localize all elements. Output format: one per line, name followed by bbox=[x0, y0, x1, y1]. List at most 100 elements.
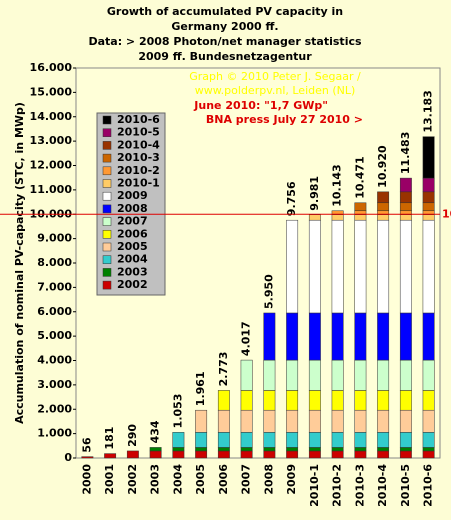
bar-segment bbox=[217, 447, 230, 452]
y-tick-label: 8.000 bbox=[37, 256, 72, 269]
bar-segment bbox=[354, 359, 367, 391]
x-tick-label: 2001 bbox=[103, 464, 116, 495]
bar-segment bbox=[240, 390, 253, 411]
bar-segment bbox=[263, 390, 276, 411]
legend-swatch bbox=[102, 191, 112, 201]
bar-segment bbox=[308, 409, 321, 433]
bar-segment bbox=[308, 312, 321, 361]
x-tick-label: 2003 bbox=[149, 464, 162, 495]
y-tick-label: 0 bbox=[64, 451, 72, 464]
bar-segment bbox=[195, 432, 208, 448]
x-tick-label: 2009 bbox=[285, 464, 298, 495]
y-tick-label: 9.000 bbox=[37, 232, 72, 245]
x-tick-label: 2008 bbox=[262, 464, 275, 495]
bar-segment bbox=[240, 432, 253, 448]
bar-segment bbox=[240, 409, 253, 433]
y-tick-label: 13.000 bbox=[30, 134, 73, 147]
bar-segment bbox=[399, 432, 412, 448]
chart-title: Growth of accumulated PV capacity in bbox=[107, 5, 343, 18]
bar-segment bbox=[331, 390, 344, 411]
x-tick-label: 2010-4 bbox=[376, 464, 389, 507]
total-label: 10.920 bbox=[376, 145, 389, 188]
legend-label: 2010-6 bbox=[117, 113, 160, 126]
legend-swatch bbox=[102, 217, 112, 226]
legend-label: 2010-1 bbox=[117, 177, 160, 190]
bar-segment bbox=[354, 409, 367, 433]
total-label: 2.773 bbox=[217, 352, 230, 387]
y-tick-label: 15.000 bbox=[30, 85, 73, 98]
bar-segment bbox=[331, 312, 344, 361]
bar-segment bbox=[286, 219, 299, 314]
bar-segment bbox=[422, 214, 435, 221]
bar-segment bbox=[331, 450, 344, 459]
total-label: 5.950 bbox=[262, 274, 275, 309]
legend-label: 2002 bbox=[117, 278, 148, 291]
bar-segment bbox=[286, 447, 299, 452]
bar-segment bbox=[354, 202, 367, 212]
x-tick-label: 2005 bbox=[194, 464, 207, 495]
legend-label: 2010-5 bbox=[117, 126, 160, 139]
legend-swatch bbox=[102, 128, 112, 137]
y-axis-label: Accumulation of nominal PV-capacity (STC… bbox=[13, 102, 26, 424]
bar-segment bbox=[377, 409, 390, 433]
x-tick-label: 2010-1 bbox=[308, 464, 321, 507]
bar-segment bbox=[331, 409, 344, 433]
y-tick-label: 16.000 bbox=[30, 61, 73, 74]
total-label: 181 bbox=[103, 427, 116, 450]
total-label: 4.017 bbox=[240, 321, 253, 356]
bar-segment bbox=[308, 447, 321, 452]
bar-segment bbox=[399, 447, 412, 452]
legend-label: 2003 bbox=[117, 265, 148, 278]
y-tick-label: 7.000 bbox=[37, 280, 72, 293]
x-tick-label: 2010-5 bbox=[399, 464, 412, 507]
x-tick-label: 2010-6 bbox=[422, 464, 435, 507]
total-label: 1.053 bbox=[171, 394, 184, 429]
reference-label: 10 GWp bbox=[442, 207, 451, 220]
legend-swatch bbox=[102, 204, 112, 214]
legend-label: 2005 bbox=[117, 240, 148, 253]
x-tick-label: 2010-3 bbox=[353, 464, 366, 507]
bar-segment bbox=[377, 214, 390, 221]
bar-segment bbox=[308, 214, 321, 221]
total-label: 10.471 bbox=[353, 156, 366, 198]
bar-segment bbox=[172, 432, 185, 448]
total-label: 13.183 bbox=[422, 90, 435, 132]
bar-segment bbox=[354, 219, 367, 314]
chart-title: Germany 2000 ff. bbox=[171, 20, 278, 33]
bar-segment bbox=[217, 450, 230, 459]
bar-segment bbox=[422, 432, 435, 448]
bar-segment bbox=[399, 450, 412, 459]
bar-segment bbox=[422, 177, 435, 193]
bar-segment bbox=[377, 359, 390, 391]
bar-segment bbox=[399, 214, 412, 221]
bar-segment bbox=[354, 447, 367, 452]
bar-segment bbox=[422, 136, 435, 179]
total-label: 1.961 bbox=[194, 371, 207, 406]
bar-segment bbox=[354, 450, 367, 459]
bar-segment bbox=[308, 219, 321, 314]
bar-segment bbox=[399, 312, 412, 361]
bar-segment bbox=[172, 450, 185, 459]
bar-segment bbox=[263, 447, 276, 452]
y-tick-label: 4.000 bbox=[37, 354, 72, 367]
legend-swatch bbox=[102, 242, 112, 252]
bar-segment bbox=[422, 191, 435, 204]
bar-segment bbox=[354, 312, 367, 361]
bar-segment bbox=[377, 432, 390, 448]
total-label: 434 bbox=[149, 420, 162, 443]
bar-segment bbox=[399, 390, 412, 411]
bar-segment bbox=[377, 202, 390, 212]
bar-segment bbox=[422, 219, 435, 314]
bar-segment bbox=[104, 453, 117, 459]
x-tick-label: 2000 bbox=[80, 464, 93, 495]
y-tick-label: 12.000 bbox=[30, 159, 73, 172]
y-tick-label: 3.000 bbox=[37, 378, 72, 391]
legend-swatch bbox=[102, 280, 112, 290]
bar-segment bbox=[377, 390, 390, 411]
annotation: BNA press July 27 2010 > bbox=[206, 113, 363, 126]
bar-segment bbox=[240, 447, 253, 452]
bar-segment bbox=[399, 177, 412, 193]
bar-segment bbox=[286, 409, 299, 433]
bar-segment bbox=[399, 219, 412, 314]
bar-segment bbox=[81, 456, 94, 459]
